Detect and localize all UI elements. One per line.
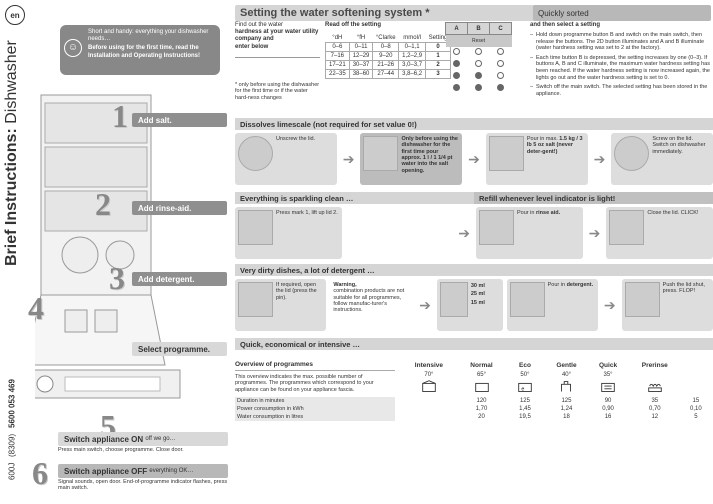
rinse-panel-3: Close the lid. CLICK! (606, 207, 713, 259)
det-panel-3: Pour in detergent. (507, 279, 598, 331)
rinse-panel-2: Pour in rinse aid. (476, 207, 583, 259)
det-panel-warn: Warning,combination products are not sui… (330, 279, 413, 331)
salt-panel-1: Unscrew the lid. (235, 133, 337, 185)
svg-text:e: e (521, 387, 524, 393)
intro-line1: Short and handy: everything your dishwas… (88, 29, 214, 43)
row-duration: Duration in minutes (235, 397, 395, 405)
intro-box: ☺ Short and handy: everything your dishw… (60, 25, 220, 75)
step-3-label: Add detergent. (132, 272, 227, 286)
salt-panel-4: Screw on the lid. Switch on dishwasher i… (611, 133, 713, 185)
salt-panel-3: Pour in max. 1.5 kg / 3 lb 5 oz salt (ne… (486, 133, 588, 185)
salt-panel-2: Only before using the dishwasher for the… (360, 133, 462, 185)
rinse-panel-1: Press mark 1, lift up lid 2. (235, 207, 342, 259)
programme-title-band: Quick, economical or intensive … (235, 338, 713, 350)
read-off-label: Read off the setting (325, 22, 381, 28)
step-2-label: Add rinse-aid. (132, 201, 227, 215)
smiley-icon: ☺ (64, 39, 82, 57)
arrow-icon: ➔ (456, 225, 472, 242)
hardness-table: °dH°fH°Clarkemmol/lSetting 0–60–110–80–1… (325, 34, 451, 79)
then-select-label: and then select a setting (530, 22, 600, 28)
step-2-num: 2 (95, 186, 111, 223)
rinse-title-r: Refill whenever level indicator is light… (474, 192, 713, 204)
row-power: Power consumption in kWh (235, 405, 395, 413)
arrow-icon: ➔ (466, 151, 482, 168)
det-panel-marks: 30 ml25 ml15 ml (437, 279, 503, 331)
detergent-title: Very dirty dishes, a lot of detergent … (235, 264, 713, 276)
sub-title: Quickly sorted (533, 5, 711, 21)
intro-line2: Before using for the first time, read th… (88, 45, 214, 59)
rinse-title-l: Everything is sparkling clean … (235, 192, 474, 204)
detergent-band: Very dirty dishes, a lot of detergent … … (235, 264, 713, 334)
step-5-label: Switch appliance ON off we go… (58, 432, 228, 446)
dishwasher-diagram (35, 85, 210, 420)
prog-grid: IntensiveNormalEco GentleQuickPrerinse 7… (400, 360, 710, 421)
salt-title: Dissolves limescale (not required for se… (235, 118, 713, 130)
arrow-icon: ➔ (417, 297, 433, 314)
rinse-panel-empty (346, 207, 453, 259)
det-panel-1: If required, open the lid (press the pin… (235, 279, 326, 331)
step-5-desc: Press main switch, choose programme. Clo… (58, 447, 228, 453)
main-title: Setting the water softening system * (235, 5, 535, 21)
arrow-icon: ➔ (587, 225, 603, 242)
step-3-num: 3 (109, 260, 125, 297)
left-column: 600J (8309) 5600 053 469 Brief Instructi… (0, 0, 235, 504)
step-4-num: 4 (28, 290, 44, 327)
step-6-num: 6 (32, 455, 48, 492)
arrow-icon: ➔ (341, 151, 357, 168)
arrow-icon: ➔ (592, 151, 608, 168)
soften-steps: Hold down programme button B and switch … (530, 32, 710, 100)
rinse-band: Everything is sparkling clean … Refill w… (235, 192, 713, 262)
prog-title: Quick, economical or intensive … (235, 338, 713, 350)
step-6-label: Switch appliance OFF everything OK… (58, 464, 228, 478)
det-panel-4: Push the lid shut, press. FLOP! (622, 279, 713, 331)
salt-band: Dissolves limescale (not required for se… (235, 118, 713, 188)
soften-instructions: Find out the water hardness at your wate… (235, 22, 320, 102)
step-6-desc: Signal sounds, open door. End-of-program… (58, 479, 228, 491)
softening-area: Find out the water hardness at your wate… (235, 22, 713, 117)
right-column: Setting the water softening system * Qui… (235, 0, 713, 504)
step-1-num: 1 (112, 98, 128, 135)
row-water: Water consumption in litres (235, 413, 395, 421)
button-light-grid: ABC Reset (445, 22, 512, 95)
spine-title: 600J (8309) 5600 053 469 Brief Instructi… (3, 40, 21, 480)
step-1-label: Add salt. (132, 113, 227, 127)
step-4-label: Select programme. (132, 342, 227, 356)
arrow-icon: ➔ (602, 297, 618, 314)
